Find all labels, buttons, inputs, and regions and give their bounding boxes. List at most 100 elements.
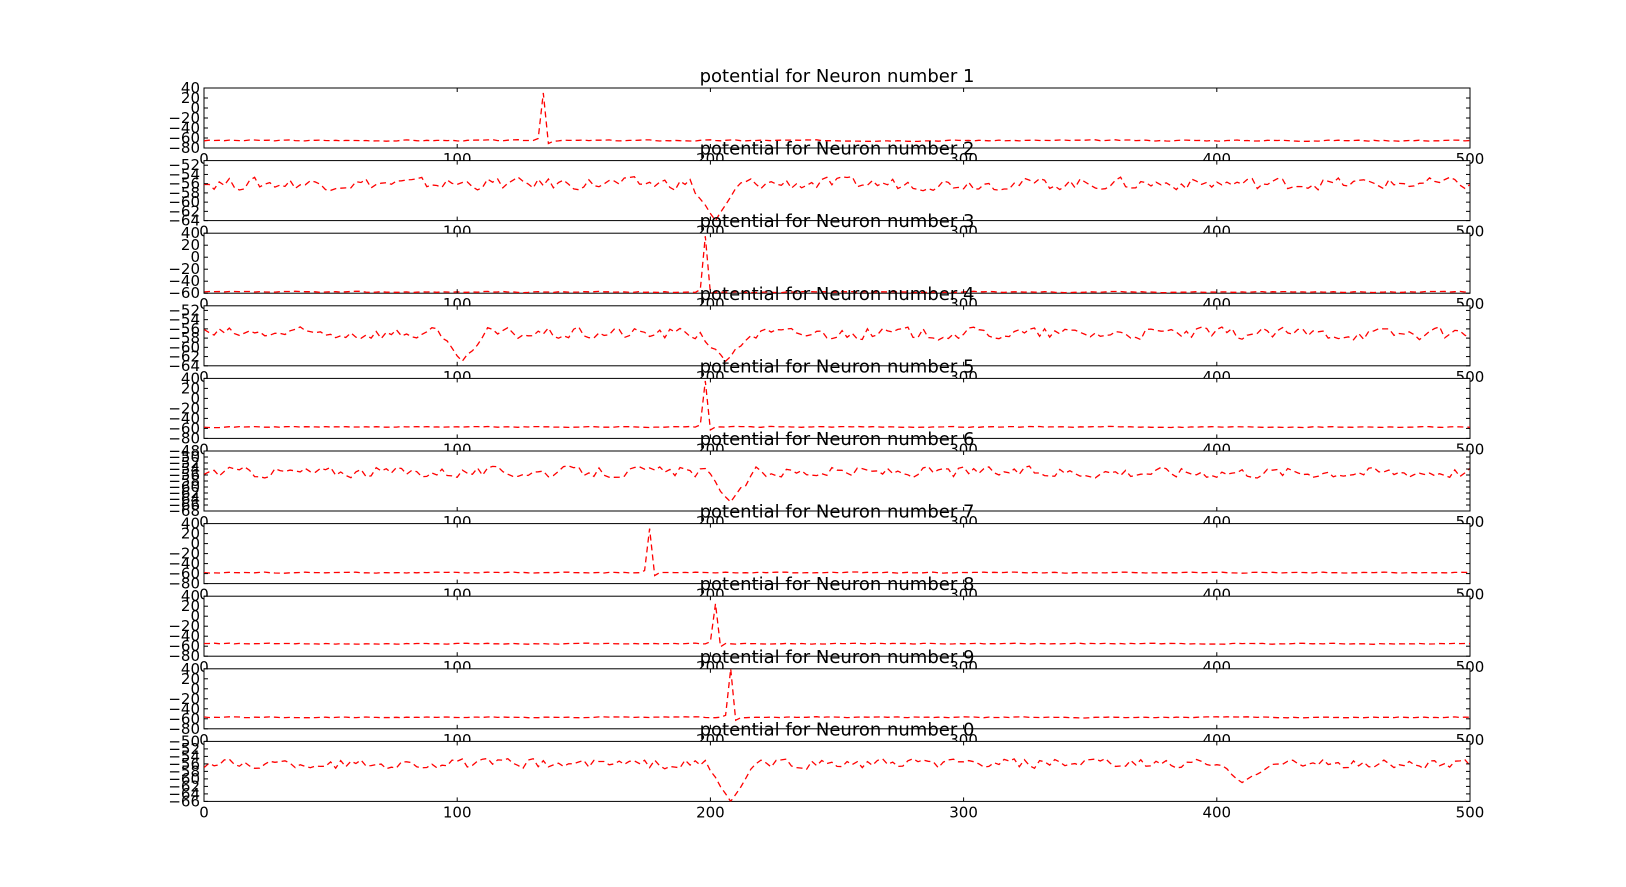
subplot-7: 0 100 200 300 400 50040200−20−40−60−80potenti… bbox=[168, 502, 1484, 604]
axes-frame bbox=[203, 450, 1471, 512]
y-tick-label: 20 bbox=[181, 89, 200, 107]
x-tick-label: 500 bbox=[1456, 803, 1485, 821]
y-tick-label: 20 bbox=[181, 670, 200, 688]
y-tick-label: −54 bbox=[168, 311, 200, 329]
y-tick-label: 0 bbox=[190, 607, 200, 625]
y-tick-label: −62 bbox=[168, 202, 200, 220]
y-tick-label: −60 bbox=[168, 419, 200, 437]
y-tick-label: −60 bbox=[168, 770, 200, 788]
y-tick-label: 40 bbox=[181, 515, 200, 533]
y-tick-label: −60 bbox=[168, 338, 200, 356]
y-tick-label: −50 bbox=[168, 448, 200, 466]
y-tick-label: −64 bbox=[168, 785, 200, 803]
y-tick-label: −40 bbox=[168, 409, 200, 427]
y-tick-label: −20 bbox=[168, 617, 200, 635]
y-tick-label: −60 bbox=[168, 129, 200, 147]
y-tick-label: −52 bbox=[168, 301, 200, 319]
subplot-3: 0 100 200 300 400 50040200−20−40−60potential … bbox=[168, 211, 1484, 313]
y-tick-label: −80 bbox=[168, 647, 200, 665]
y-tick-label: 20 bbox=[181, 525, 200, 543]
x-tick-label: 0 bbox=[199, 586, 209, 604]
y-tick-label: 0 bbox=[190, 99, 200, 117]
y-tick-label: −64 bbox=[168, 490, 200, 508]
y-tick-label: −20 bbox=[168, 260, 200, 278]
x-tick-label: 200 bbox=[696, 803, 725, 821]
y-tick-label: −58 bbox=[168, 329, 200, 347]
series-line bbox=[204, 175, 1470, 221]
y-tick-label: −62 bbox=[168, 777, 200, 795]
subplot-5: 0 100 200 300 400 50040200−20−40−60−80potenti… bbox=[168, 356, 1484, 458]
y-tick-label: −48 bbox=[168, 442, 200, 460]
y-tick-label: −40 bbox=[168, 627, 200, 645]
axes-frame bbox=[203, 305, 1471, 367]
y-tick-label: −60 bbox=[168, 565, 200, 583]
subplot-title: potential for Neuron number 5 bbox=[700, 356, 975, 377]
y-tick-label: −58 bbox=[168, 184, 200, 202]
y-tick-label: −20 bbox=[168, 109, 200, 127]
y-tick-label: −20 bbox=[168, 690, 200, 708]
x-tick-label: 300 bbox=[949, 803, 978, 821]
axes-frame bbox=[203, 523, 1471, 585]
x-tick-label: 0 bbox=[199, 803, 209, 821]
subplot-stack: 0 100 200 300 400 50040200−20−40−60−80potenti… bbox=[168, 66, 1484, 821]
y-tick-label: 20 bbox=[181, 379, 200, 397]
x-tick-label: 0 bbox=[199, 223, 209, 241]
y-tick-label: 20 bbox=[181, 236, 200, 254]
y-tick-label: −60 bbox=[168, 710, 200, 728]
subplot-2: 0 100 200 300 400 500−52−54−56−58−60−62−64pot… bbox=[168, 139, 1484, 241]
y-tick-label: 0 bbox=[190, 248, 200, 266]
y-tick-label: −60 bbox=[168, 637, 200, 655]
x-tick-label: 0 bbox=[199, 658, 209, 676]
y-tick-label: 40 bbox=[181, 79, 200, 97]
series-line bbox=[204, 92, 1470, 145]
subplot-title: potential for Neuron number 9 bbox=[700, 647, 975, 668]
subplot-title: potential for Neuron number 7 bbox=[700, 502, 975, 523]
y-tick-label: −54 bbox=[168, 165, 200, 183]
subplot-10: 0 100 200 300 400 500 −50−52−54−56−58−60−62−64… bbox=[168, 719, 1484, 821]
y-tick-label: −64 bbox=[168, 357, 200, 375]
y-tick-label: −58 bbox=[168, 472, 200, 490]
x-tick-label: 0 bbox=[199, 150, 209, 168]
y-tick-label: 0 bbox=[190, 680, 200, 698]
y-tick-label: −60 bbox=[168, 193, 200, 211]
subplot-title: potential for Neuron number 4 bbox=[700, 284, 975, 305]
axes-frame bbox=[203, 232, 1471, 294]
y-tick-label: −66 bbox=[168, 496, 200, 514]
subplot-title: potential for Neuron number 3 bbox=[700, 211, 975, 232]
x-tick-label: 0 bbox=[199, 513, 209, 531]
subplot-title: potential for Neuron number 8 bbox=[700, 574, 975, 595]
x-tick-label: 100 bbox=[443, 803, 472, 821]
y-tick-label: −66 bbox=[168, 792, 200, 810]
y-tick-label: −56 bbox=[168, 755, 200, 773]
y-tick-label: −20 bbox=[168, 399, 200, 417]
y-tick-label: −52 bbox=[168, 454, 200, 472]
y-tick-label: −56 bbox=[168, 175, 200, 193]
axes-frame bbox=[203, 377, 1471, 439]
y-tick-label: −56 bbox=[168, 320, 200, 338]
y-tick-label: −80 bbox=[168, 575, 200, 593]
y-tick-label: 40 bbox=[181, 224, 200, 242]
y-tick-label: 40 bbox=[181, 587, 200, 605]
series-line bbox=[204, 757, 1470, 802]
series-line bbox=[204, 528, 1470, 577]
y-tick-label: 40 bbox=[181, 369, 200, 387]
y-tick-label: −62 bbox=[168, 484, 200, 502]
subplot-title: potential for Neuron number 6 bbox=[700, 429, 975, 450]
x-tick-label: 400 bbox=[1202, 803, 1231, 821]
series-line bbox=[204, 668, 1470, 722]
axes-frame bbox=[203, 740, 1471, 802]
y-tick-label: −40 bbox=[168, 555, 200, 573]
y-tick-label: −80 bbox=[168, 139, 200, 157]
y-tick-label: −80 bbox=[168, 429, 200, 447]
series-line bbox=[204, 465, 1470, 503]
y-tick-label: −40 bbox=[168, 119, 200, 137]
y-tick-label: −60 bbox=[168, 284, 200, 302]
y-tick-label: −68 bbox=[168, 502, 200, 520]
subplot-6: 0 100 200 300 400 500−48−50−52−54−56−58−60−62… bbox=[168, 429, 1484, 531]
axes-frame bbox=[203, 160, 1471, 222]
y-tick-label: −62 bbox=[168, 348, 200, 366]
x-tick-label: 0 bbox=[199, 440, 209, 458]
x-tick-label: 0 bbox=[199, 368, 209, 386]
y-tick-label: 40 bbox=[181, 660, 200, 678]
